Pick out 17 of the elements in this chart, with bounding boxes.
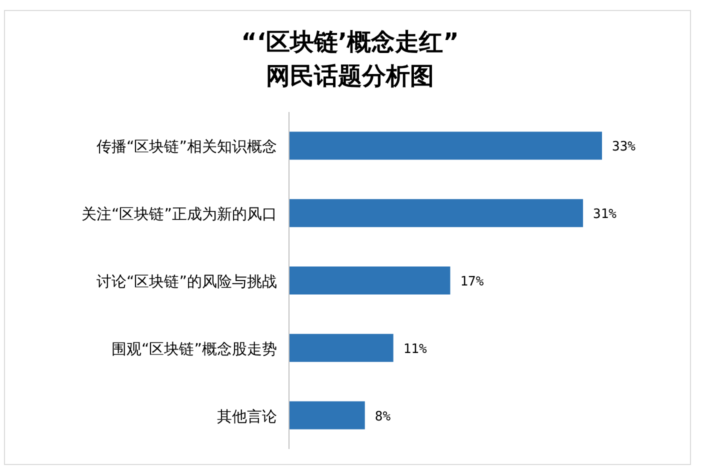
y-tick-label: 讨论“区块链”的风险与挑战 <box>96 272 277 290</box>
data-label: 33% <box>612 140 636 155</box>
data-label: 11% <box>403 342 427 357</box>
chart-subtitle: 网民话题分析图 <box>266 62 434 90</box>
y-tick-label: 其他言论 <box>217 407 277 426</box>
y-tick-label: 围观“区块链”概念股走势 <box>111 340 277 358</box>
bar <box>289 334 394 362</box>
y-tick-label: 传播“区块链”相关知识概念 <box>96 138 277 156</box>
bar <box>289 199 584 228</box>
data-label: 31% <box>593 207 617 222</box>
chart-title: “‘区块链’概念走红” <box>241 28 459 56</box>
bar <box>289 132 602 160</box>
bar <box>289 266 450 294</box>
bar <box>289 401 365 430</box>
data-label: 17% <box>460 274 484 290</box>
y-tick-label: 关注“区块链”正成为新的风口 <box>81 205 277 224</box>
data-label: 8% <box>374 409 391 424</box>
